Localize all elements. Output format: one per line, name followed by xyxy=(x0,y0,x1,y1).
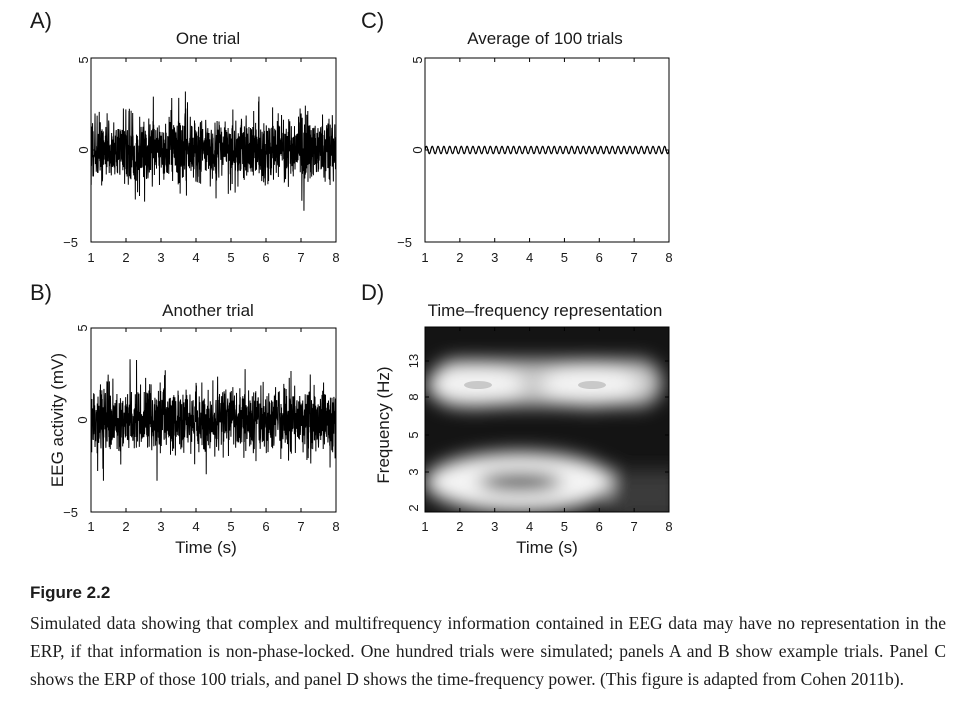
xtick-label: 1 xyxy=(87,250,94,265)
xtick-label: 3 xyxy=(491,519,498,534)
panel-d-title: Time–frequency representation xyxy=(428,301,663,320)
panel-c-letter: C) xyxy=(361,8,384,33)
xtick-label: 7 xyxy=(297,519,304,534)
xtick-label: 2 xyxy=(122,519,129,534)
panel-b-ytick-0: 0 xyxy=(75,416,90,423)
heatmap-blob-3hz-core xyxy=(478,473,562,491)
panel-c-trace xyxy=(425,145,669,155)
panel-d-axes xyxy=(424,326,670,513)
panel-c-ytick-neg5: −5 xyxy=(397,235,412,250)
panel-d-ytick-5: 5 xyxy=(406,431,421,438)
panel-a-ticks xyxy=(90,58,337,242)
panel-b-ylabel: EEG activity (mV) xyxy=(48,353,67,487)
xtick-label: 6 xyxy=(596,250,603,265)
figure-2-2: A) One trial 5 0 −5 1 2 3 4 5 6 7 8 B) Another … xyxy=(30,8,673,557)
xtick-label: 5 xyxy=(561,250,568,265)
xtick-label: 8 xyxy=(665,250,672,265)
heatmap-blob-9hz-2-center xyxy=(578,381,606,389)
panel-a-letter: A) xyxy=(30,8,52,33)
panel-d-ytick-2: 2 xyxy=(406,504,421,511)
panel-d: D) Time–frequency representation 13 8 5 … xyxy=(361,280,673,557)
xtick-label: 8 xyxy=(665,519,672,534)
panel-d-ytick-13: 13 xyxy=(406,354,421,368)
panel-a-ytick-neg5: −5 xyxy=(63,235,78,250)
xtick-label: 7 xyxy=(297,250,304,265)
xtick-label: 4 xyxy=(526,519,533,534)
panel-b-xlabel: Time (s) xyxy=(175,538,237,557)
panel-d-ytick-8: 8 xyxy=(406,393,421,400)
panel-d-ytick-3: 3 xyxy=(406,468,421,475)
figure-caption: Figure 2.2 Simulated data showing that c… xyxy=(30,583,946,693)
xtick-label: 8 xyxy=(332,519,339,534)
panel-b-ticks xyxy=(90,328,337,512)
xtick-label: 4 xyxy=(192,519,199,534)
xtick-label: 3 xyxy=(157,519,164,534)
panel-b-xtick-labels: 1 2 3 4 5 6 7 8 xyxy=(87,519,339,534)
panel-d-ticks xyxy=(424,327,670,512)
xtick-label: 4 xyxy=(192,250,199,265)
panel-b-trace xyxy=(91,359,336,481)
xtick-label: 3 xyxy=(491,250,498,265)
xtick-label: 2 xyxy=(456,250,463,265)
xtick-label: 2 xyxy=(456,519,463,534)
panel-d-heatmap xyxy=(425,327,669,512)
heatmap-lower-right xyxy=(610,470,669,512)
xtick-label: 8 xyxy=(332,250,339,265)
panel-c-title: Average of 100 trials xyxy=(467,29,623,48)
xtick-label: 6 xyxy=(262,250,269,265)
panel-c-ytick-0: 0 xyxy=(410,146,425,153)
panel-c-ytick-5: 5 xyxy=(410,56,425,63)
xtick-label: 3 xyxy=(157,250,164,265)
panel-c-ticks xyxy=(424,58,670,242)
xtick-label: 5 xyxy=(561,519,568,534)
xtick-label: 6 xyxy=(596,519,603,534)
heatmap-blob-9hz-1-center xyxy=(464,381,492,389)
xtick-label: 7 xyxy=(631,519,638,534)
xtick-label: 6 xyxy=(262,519,269,534)
xtick-label: 1 xyxy=(87,519,94,534)
xtick-label: 1 xyxy=(421,250,428,265)
caption-text: Simulated data showing that complex and … xyxy=(30,613,946,689)
panel-b-letter: B) xyxy=(30,280,52,305)
panel-a-xtick-labels: 1 2 3 4 5 6 7 8 xyxy=(87,250,339,265)
panel-d-letter: D) xyxy=(361,280,384,305)
panel-a-ytick-0: 0 xyxy=(76,146,91,153)
panel-c-xtick-labels: 1 2 3 4 5 6 7 8 xyxy=(421,250,672,265)
panel-d-xlabel: Time (s) xyxy=(516,538,578,557)
panel-b: B) Another trial 5 0 −5 1 2 3 4 5 6 7 8 Time (s… xyxy=(30,280,340,557)
panel-a-trace xyxy=(91,91,336,211)
xtick-label: 1 xyxy=(421,519,428,534)
panel-b-title: Another trial xyxy=(162,301,254,320)
panel-d-xtick-labels: 1 2 3 4 5 6 7 8 xyxy=(421,519,672,534)
xtick-label: 4 xyxy=(526,250,533,265)
caption-label: Figure 2.2 xyxy=(30,583,111,602)
panel-d-ylabel: Frequency (Hz) xyxy=(374,366,393,483)
xtick-label: 5 xyxy=(227,519,234,534)
xtick-label: 2 xyxy=(122,250,129,265)
xtick-label: 7 xyxy=(631,250,638,265)
panel-c: C) Average of 100 trials 5 0 −5 1 2 3 4 5 6 7 8 xyxy=(361,8,673,265)
panel-b-ytick-5: 5 xyxy=(75,324,90,331)
panel-a-title: One trial xyxy=(176,29,240,48)
panel-a-ytick-5: 5 xyxy=(76,56,91,63)
xtick-label: 5 xyxy=(227,250,234,265)
panel-b-ytick-neg5: −5 xyxy=(63,505,78,520)
panel-a: A) One trial 5 0 −5 1 2 3 4 5 6 7 8 xyxy=(30,8,340,265)
